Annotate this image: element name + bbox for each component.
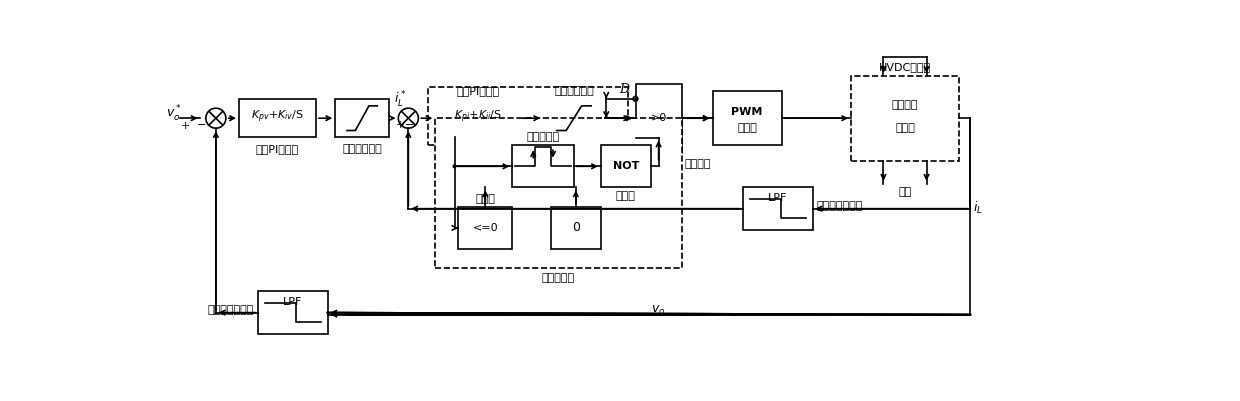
Bar [435, 118, 682, 268]
Bar [713, 91, 781, 145]
Text: D: D [619, 83, 629, 96]
Text: 选择开关: 选择开关 [684, 159, 711, 169]
Bar [258, 292, 327, 334]
Circle shape [605, 117, 608, 119]
Bar [551, 207, 601, 249]
Text: 负载: 负载 [898, 188, 911, 197]
Text: <=0: <=0 [472, 223, 498, 233]
Text: 反向器: 反向器 [616, 190, 636, 200]
Text: 外环饱和环节: 外环饱和环节 [342, 144, 382, 154]
Text: 0: 0 [572, 221, 580, 235]
Bar [851, 76, 959, 160]
Text: 断路器: 断路器 [895, 124, 915, 134]
Text: 内环PI调节器: 内环PI调节器 [456, 86, 500, 96]
Bar [543, 99, 605, 138]
Text: $i_L^*$: $i_L^*$ [394, 90, 407, 111]
Bar [239, 99, 316, 138]
Text: 外环低通滤波器: 外环低通滤波器 [208, 305, 254, 315]
Text: 高压直流: 高压直流 [892, 101, 919, 111]
Text: $i_L$: $i_L$ [972, 200, 982, 216]
Text: 外环PI调节器: 外环PI调节器 [255, 144, 299, 154]
Bar [512, 145, 574, 188]
Text: 触发子系统: 触发子系统 [527, 132, 559, 142]
Text: −: − [404, 120, 414, 130]
Text: NOT: NOT [613, 161, 639, 171]
Bar [743, 188, 812, 230]
Text: 内环低通滤波器: 内环低通滤波器 [816, 201, 863, 211]
Bar [435, 99, 520, 138]
Text: $K_{pi}$+$K_{ii}$/S: $K_{pi}$+$K_{ii}$/S [454, 108, 502, 125]
Text: LPF: LPF [283, 297, 303, 307]
Text: $v_o^*$: $v_o^*$ [166, 104, 182, 124]
Text: HVDC传输线: HVDC传输线 [879, 62, 931, 72]
Text: +: + [180, 121, 190, 131]
Text: +: + [396, 120, 405, 130]
Text: $v_o$: $v_o$ [651, 304, 666, 317]
Text: LPF: LPF [769, 193, 787, 203]
Circle shape [453, 165, 456, 168]
Text: 辅助控制器: 辅助控制器 [542, 273, 575, 283]
Text: −: − [196, 120, 206, 130]
Text: 发生器: 发生器 [738, 123, 758, 133]
Text: PWM: PWM [732, 107, 763, 117]
Text: 内环饱和环节: 内环饱和环节 [554, 86, 594, 96]
Bar [335, 99, 389, 138]
Bar [601, 145, 651, 188]
Text: $K_{pv}$+$K_{iv}$/S: $K_{pv}$+$K_{iv}$/S [250, 108, 304, 125]
Bar [459, 207, 512, 249]
Bar [428, 87, 627, 145]
Text: >0: >0 [651, 113, 667, 123]
Text: 比较器: 比较器 [475, 194, 495, 204]
Bar [635, 83, 682, 153]
